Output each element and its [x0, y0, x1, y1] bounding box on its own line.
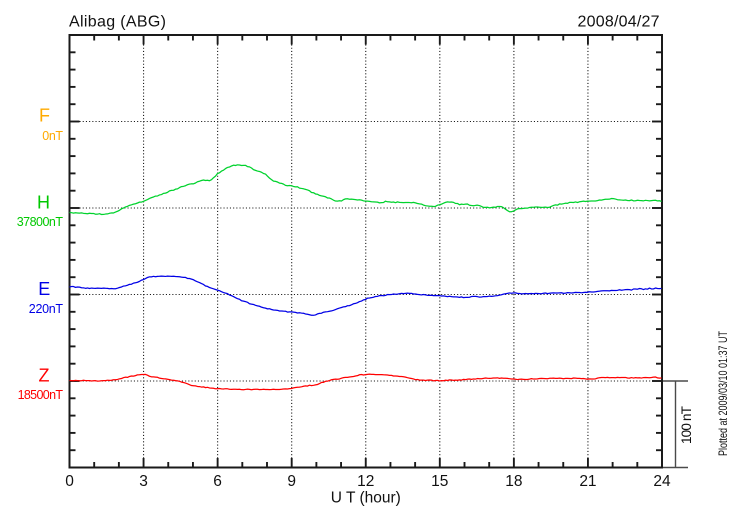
svg-text:6: 6 — [213, 473, 222, 490]
svg-text:18500nT: 18500nT — [18, 388, 64, 402]
svg-text:37800nT: 37800nT — [17, 215, 64, 229]
svg-text:24: 24 — [653, 473, 671, 490]
svg-text:E: E — [38, 279, 50, 299]
svg-text:Plotted at 2009/03/10 01:37 UT: Plotted at 2009/03/10 01:37 UT — [716, 331, 730, 456]
svg-text:12: 12 — [357, 473, 374, 490]
svg-text:21: 21 — [579, 473, 596, 490]
svg-text:220nT: 220nT — [29, 302, 64, 316]
svg-text:Alibag (ABG): Alibag (ABG) — [69, 14, 166, 31]
svg-text:100 nT: 100 nT — [679, 406, 694, 444]
svg-text:F: F — [39, 106, 50, 126]
svg-text:H: H — [37, 193, 50, 213]
svg-text:15: 15 — [431, 473, 448, 490]
svg-text:0nT: 0nT — [42, 129, 63, 143]
svg-text:Z: Z — [39, 366, 50, 386]
svg-text:9: 9 — [287, 473, 296, 490]
svg-text:18: 18 — [505, 473, 522, 490]
svg-text:2008/04/27: 2008/04/27 — [578, 14, 660, 31]
svg-text:0: 0 — [65, 473, 74, 490]
svg-text:3: 3 — [139, 473, 148, 490]
svg-text:U T (hour): U T (hour) — [331, 490, 401, 507]
